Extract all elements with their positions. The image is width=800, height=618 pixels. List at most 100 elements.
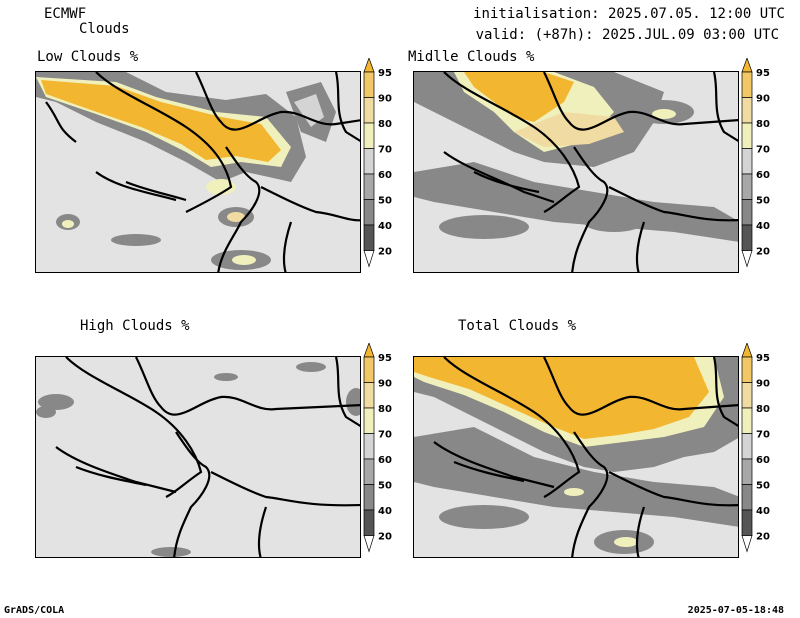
country-borders <box>433 357 738 557</box>
colorbar-label: 70 <box>756 430 770 441</box>
colorbar-blocks <box>741 343 753 553</box>
colorbar-high: 95 90 80 70 60 50 40 20 <box>363 343 392 553</box>
colorbar-label: 95 <box>378 353 392 364</box>
colorbar-low: 95 90 80 70 60 50 40 20 <box>363 58 392 268</box>
colorbar-label: 95 <box>756 353 770 364</box>
colorbar-label: 40 <box>756 221 770 232</box>
cloud-shading <box>414 357 738 554</box>
colorbar-block <box>741 224 753 251</box>
colorbar-label: 80 <box>378 404 392 415</box>
country-borders <box>45 72 360 272</box>
panel-title-high: High Clouds % <box>80 318 190 334</box>
colorbar-block <box>363 458 375 485</box>
colorbar-block <box>741 250 753 268</box>
colorbar-block <box>741 199 753 226</box>
colorbar-block <box>363 250 375 268</box>
colorbar-block <box>363 535 375 553</box>
colorbar-label: 90 <box>756 94 770 105</box>
colorbar-block <box>741 509 753 536</box>
colorbar-block <box>741 382 753 409</box>
colorbar-label: 80 <box>378 119 392 130</box>
map-low-clouds <box>35 71 361 273</box>
colorbar-block <box>741 173 753 200</box>
colorbar-block <box>741 58 753 73</box>
colorbar-block <box>741 148 753 175</box>
colorbar-block <box>741 535 753 553</box>
init-time: initialisation: 2025.07.05. 12:00 UTC <box>473 6 785 22</box>
footer-timestamp: 2025-07-05-18:48 <box>687 605 784 616</box>
colorbar-block <box>741 97 753 124</box>
colorbar-block <box>363 407 375 434</box>
cloud-shading <box>414 72 738 242</box>
colorbar-label: 95 <box>378 68 392 79</box>
colorbar-label: 20 <box>756 247 770 258</box>
valid-time: valid: (+87h): 2025.JUL.09 03:00 UTC <box>475 27 779 43</box>
colorbar-label: 80 <box>756 404 770 415</box>
colorbar-block <box>363 382 375 409</box>
colorbar-label: 70 <box>756 145 770 156</box>
colorbar-block <box>363 433 375 460</box>
colorbar-block <box>363 199 375 226</box>
colorbar-block <box>363 224 375 251</box>
cloud-shading <box>36 72 336 270</box>
colorbar-block <box>741 433 753 460</box>
colorbar-label: 70 <box>378 430 392 441</box>
colorbar-labels: 95 90 80 70 60 50 40 20 <box>756 68 770 258</box>
colorbar-block <box>363 173 375 200</box>
panel-title-middle: Midlle Clouds % <box>408 49 535 65</box>
colorbar-block <box>363 343 375 358</box>
colorbar-block <box>363 122 375 149</box>
colorbar-blocks <box>741 58 753 268</box>
colorbar-label: 90 <box>378 94 392 105</box>
colorbar-labels: 95 90 80 70 60 50 40 20 <box>378 353 392 543</box>
colorbar-label: 50 <box>756 196 770 207</box>
colorbar-label: 40 <box>378 506 392 517</box>
colorbar-block <box>741 343 753 358</box>
colorbar-block <box>741 484 753 511</box>
colorbar-block <box>741 458 753 485</box>
colorbar-label: 20 <box>378 532 392 543</box>
colorbar-block <box>363 509 375 536</box>
colorbar-block <box>363 58 375 73</box>
map-middle-clouds <box>413 71 739 273</box>
cloud-shading <box>36 362 360 557</box>
product-label: Clouds <box>79 21 130 37</box>
map-total-clouds <box>413 356 739 558</box>
colorbar-block <box>363 484 375 511</box>
country-borders <box>55 357 360 557</box>
colorbar-label: 60 <box>756 170 770 181</box>
map-high-clouds <box>35 356 361 558</box>
colorbar-label: 40 <box>756 506 770 517</box>
footer-software: GrADS/COLA <box>4 605 65 616</box>
colorbar-block <box>363 97 375 124</box>
colorbar-labels: 95 90 80 70 60 50 40 20 <box>756 353 770 543</box>
colorbar-label: 90 <box>756 379 770 390</box>
colorbar-label: 80 <box>756 119 770 130</box>
colorbar-label: 95 <box>756 68 770 79</box>
colorbar-label: 50 <box>378 196 392 207</box>
colorbar-block <box>363 148 375 175</box>
colorbar-label: 90 <box>378 379 392 390</box>
colorbar-block <box>363 71 375 98</box>
panel-title-low: Low Clouds % <box>37 49 139 65</box>
colorbar-label: 60 <box>378 170 392 181</box>
colorbar-total: 95 90 80 70 60 50 40 20 <box>741 343 770 553</box>
colorbar-blocks <box>363 343 375 553</box>
colorbar-label: 40 <box>378 221 392 232</box>
colorbar-blocks <box>363 58 375 268</box>
colorbar-label: 20 <box>378 247 392 258</box>
colorbar-label: 50 <box>756 481 770 492</box>
colorbar-label: 60 <box>378 455 392 466</box>
colorbar-block <box>741 122 753 149</box>
colorbar-block <box>741 356 753 383</box>
model-label: ECMWF <box>44 6 87 22</box>
colorbar-label: 70 <box>378 145 392 156</box>
colorbar-labels: 95 90 80 70 60 50 40 20 <box>378 68 392 258</box>
colorbar-block <box>741 71 753 98</box>
colorbar-block <box>741 407 753 434</box>
country-borders <box>443 72 738 272</box>
colorbar-label: 50 <box>378 481 392 492</box>
colorbar-label: 20 <box>756 532 770 543</box>
colorbar-label: 60 <box>756 455 770 466</box>
colorbar-middle: 95 90 80 70 60 50 40 20 <box>741 58 770 268</box>
